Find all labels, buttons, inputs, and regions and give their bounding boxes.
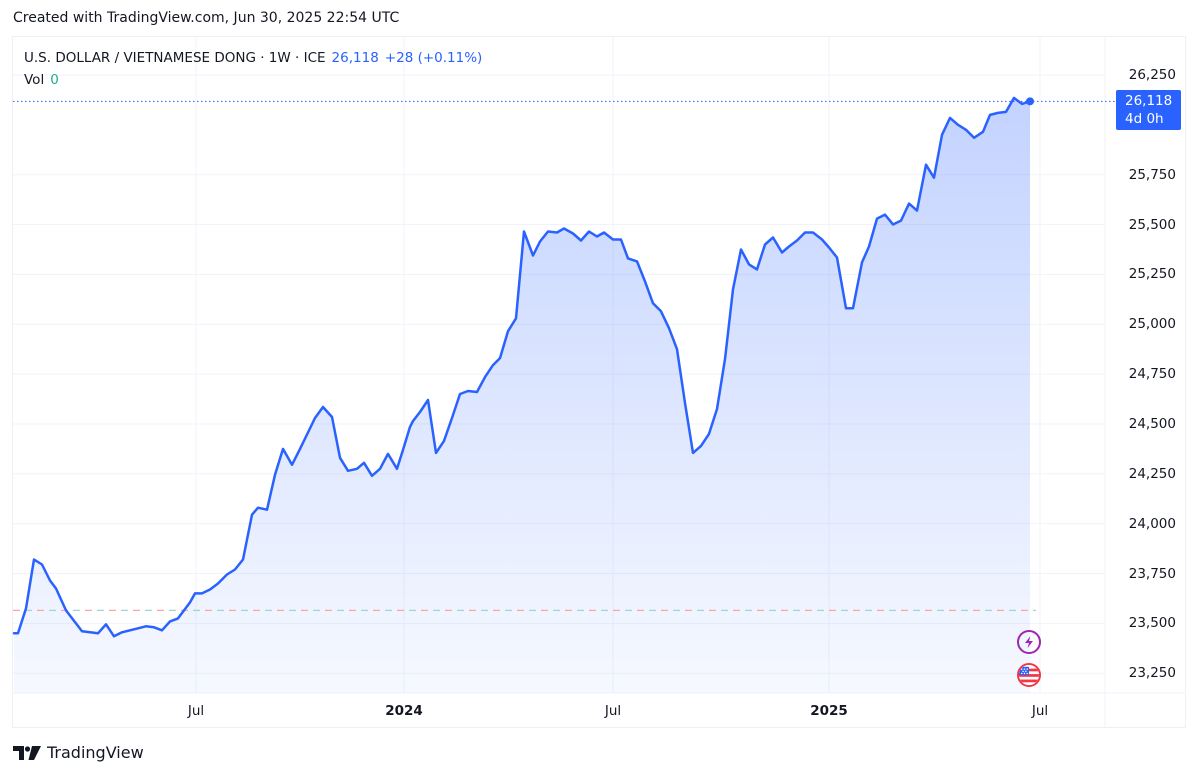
price-line	[12, 96, 1032, 638]
price-axis-label: 26,250	[1128, 67, 1176, 83]
price-axis-label: 24,750	[1128, 366, 1176, 383]
volume-value: 0	[50, 72, 59, 88]
time-axis-label: 2025	[810, 703, 848, 719]
price-axis-label: 25,250	[1128, 266, 1176, 283]
last-price-dot	[1026, 97, 1034, 106]
price-axis-label: 23,750	[1128, 565, 1176, 582]
last-price-tag: 26,118 4d 0h	[1116, 90, 1181, 130]
price-axis-label: 24,250	[1128, 465, 1176, 482]
price-axis-label: 25,000	[1128, 316, 1176, 333]
last-price-value: 26,118	[331, 50, 379, 66]
time-axis-label: Jul	[604, 703, 622, 719]
us-flag-event-icon[interactable]	[1017, 663, 1041, 687]
tradingview-footer[interactable]: TradingView	[13, 743, 144, 762]
price-axis-label: 24,000	[1128, 515, 1176, 532]
tradingview-brand: TradingView	[47, 743, 144, 762]
price-axis-label: 25,500	[1128, 216, 1176, 233]
flash-event-icon[interactable]	[1017, 630, 1041, 654]
time-axis-label: 2024	[385, 703, 423, 719]
series-legend: U.S. DOLLAR / VIETNAMESE DONG · 1W · ICE…	[24, 47, 482, 91]
chart-frame	[12, 36, 1186, 728]
volume-label: Vol	[24, 72, 45, 88]
last-price-tag-value: 26,118	[1125, 93, 1173, 109]
created-with-caption: Created with TradingView.com, Jun 30, 20…	[13, 10, 400, 26]
tradingview-logo-icon	[13, 745, 41, 760]
symbol-title[interactable]: U.S. DOLLAR / VIETNAMESE DONG · 1W · ICE	[24, 50, 326, 66]
bar-countdown: 4d 0h	[1125, 111, 1164, 127]
price-change-value: +28 (+0.11%)	[384, 50, 483, 66]
price-axis-label: 25,750	[1128, 166, 1176, 183]
price-area-fill	[14, 97, 1030, 693]
price-axis-label: 23,500	[1128, 615, 1176, 632]
time-axis-label: Jul	[1031, 703, 1049, 719]
time-axis-label: Jul	[187, 703, 205, 719]
price-axis-label: 23,250	[1128, 665, 1176, 682]
price-axis-label: 24,500	[1128, 415, 1176, 432]
